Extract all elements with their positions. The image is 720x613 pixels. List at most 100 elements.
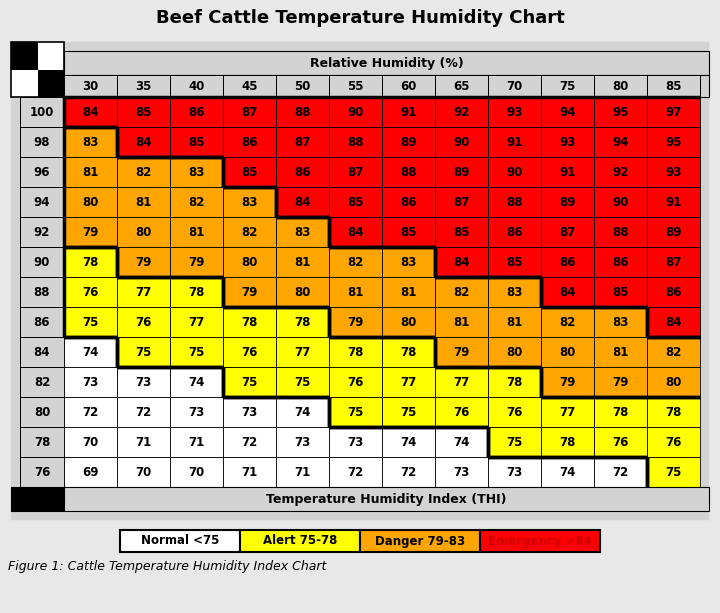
Bar [488, 307, 541, 337]
Text: 79: 79 [612, 376, 629, 389]
Text: 85: 85 [188, 135, 204, 148]
Bar [20, 457, 64, 487]
Bar [170, 367, 223, 397]
Text: 77: 77 [189, 316, 204, 329]
Text: 75: 75 [559, 80, 576, 93]
Text: 79: 79 [454, 346, 469, 359]
Text: 45: 45 [241, 80, 258, 93]
Bar [11, 42, 709, 51]
Bar [647, 127, 700, 157]
Bar [117, 397, 170, 427]
Bar [223, 367, 276, 397]
Bar [64, 427, 117, 457]
Bar [117, 217, 170, 247]
Bar [170, 397, 223, 427]
Text: 75: 75 [294, 376, 311, 389]
Bar [20, 397, 64, 427]
Text: 88: 88 [400, 166, 417, 178]
Bar [382, 75, 435, 97]
Bar [435, 397, 488, 427]
Bar [117, 427, 170, 457]
Text: 81: 81 [189, 226, 204, 238]
Text: 90: 90 [454, 135, 469, 148]
Bar [382, 247, 435, 277]
Bar [488, 457, 541, 487]
Text: 82: 82 [559, 316, 576, 329]
Text: 78: 78 [34, 435, 50, 449]
Text: 85: 85 [612, 286, 629, 299]
Text: 79: 79 [241, 286, 258, 299]
Bar [20, 187, 64, 217]
Bar [488, 127, 541, 157]
Bar [64, 487, 709, 511]
Bar [64, 157, 117, 187]
Text: 82: 82 [34, 376, 50, 389]
Bar [64, 75, 709, 97]
Text: 69: 69 [82, 465, 99, 479]
Bar [64, 51, 709, 75]
Text: 76: 76 [665, 435, 682, 449]
Bar [20, 427, 64, 457]
Bar [435, 187, 488, 217]
Text: 85: 85 [135, 105, 152, 118]
Bar [276, 75, 329, 97]
Text: 88: 88 [506, 196, 523, 208]
Text: 72: 72 [241, 435, 258, 449]
Text: 76: 76 [612, 435, 629, 449]
Text: 92: 92 [612, 166, 629, 178]
Text: 50: 50 [294, 80, 311, 93]
Text: 86: 86 [506, 226, 523, 238]
Text: 74: 74 [82, 346, 99, 359]
Bar [647, 75, 700, 97]
Text: 79: 79 [82, 226, 99, 238]
Text: 82: 82 [189, 196, 204, 208]
Text: 70: 70 [135, 465, 152, 479]
Bar [435, 277, 488, 307]
Text: 88: 88 [34, 286, 50, 299]
Bar [435, 427, 488, 457]
Bar [329, 367, 382, 397]
Text: 73: 73 [82, 376, 99, 389]
Text: 79: 79 [135, 256, 152, 268]
Bar [276, 157, 329, 187]
Text: 81: 81 [454, 316, 469, 329]
Bar [64, 187, 117, 217]
Text: 86: 86 [34, 316, 50, 329]
Bar [276, 307, 329, 337]
Text: 81: 81 [506, 316, 523, 329]
Text: 78: 78 [506, 376, 523, 389]
Bar [594, 337, 647, 367]
Text: 81: 81 [400, 286, 417, 299]
Bar [382, 397, 435, 427]
Text: 85: 85 [347, 196, 364, 208]
Bar [488, 277, 541, 307]
Bar [11, 42, 64, 97]
Text: 75: 75 [400, 406, 417, 419]
Text: 84: 84 [82, 105, 99, 118]
Bar [647, 187, 700, 217]
Bar [64, 337, 117, 367]
Text: 87: 87 [665, 256, 682, 268]
Bar [541, 187, 594, 217]
Bar [20, 367, 64, 397]
Text: 84: 84 [294, 196, 311, 208]
Text: 75: 75 [135, 346, 152, 359]
Bar [223, 397, 276, 427]
Text: 60: 60 [400, 80, 417, 93]
Text: 84: 84 [347, 226, 364, 238]
Bar [488, 217, 541, 247]
Bar [170, 337, 223, 367]
Text: 88: 88 [294, 105, 311, 118]
Bar [360, 530, 480, 552]
Bar [488, 427, 541, 457]
Text: 80: 80 [241, 256, 258, 268]
Text: Alert 75-78: Alert 75-78 [263, 535, 337, 547]
Bar [435, 97, 488, 127]
Bar [594, 397, 647, 427]
Text: Emergency >84: Emergency >84 [488, 535, 592, 547]
Text: 90: 90 [34, 256, 50, 268]
Bar [170, 247, 223, 277]
Bar [276, 367, 329, 397]
Text: 86: 86 [665, 286, 682, 299]
Bar [223, 457, 276, 487]
